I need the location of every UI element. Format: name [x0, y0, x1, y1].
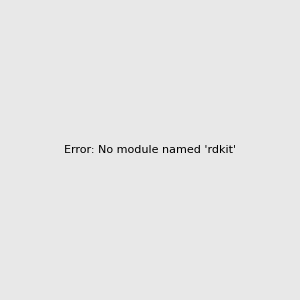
- Text: Error: No module named 'rdkit': Error: No module named 'rdkit': [64, 145, 236, 155]
